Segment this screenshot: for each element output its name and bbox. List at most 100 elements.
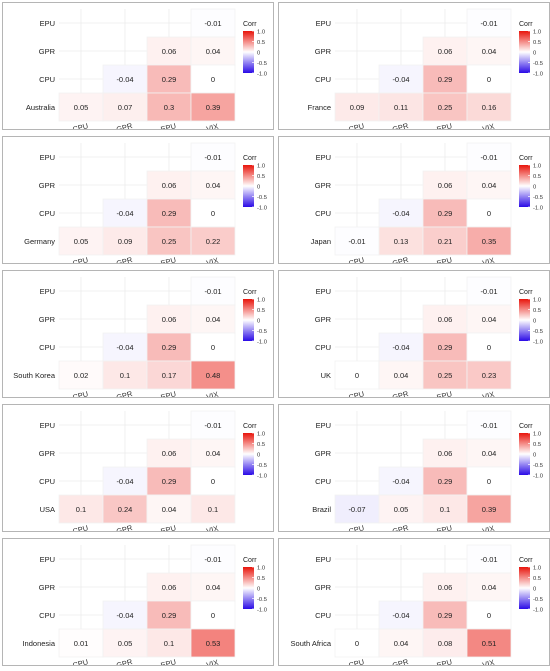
- cell-value-label: 0.29: [162, 343, 177, 352]
- heatmap-cell-gpr-epu: [146, 572, 192, 602]
- heatmap-cell-cpu-epu: [422, 466, 468, 496]
- cell-value-label: 0: [487, 209, 491, 218]
- cell-value-label: 0.23: [482, 371, 497, 380]
- legend-colorbar: [519, 299, 530, 341]
- column-label-vix: VIX: [481, 390, 495, 398]
- legend-tick-label: -0.5: [533, 195, 543, 201]
- column-label-cpu: CPU: [72, 389, 90, 398]
- row-label-gpr: GPR: [315, 449, 332, 458]
- cell-value-label: 0.21: [438, 237, 453, 246]
- heatmap-cell-uk-gpr: [378, 360, 424, 390]
- heatmap-cell-south-africa-epu: [422, 628, 468, 658]
- column-label-epu: EPU: [436, 523, 453, 532]
- heatmap-cell-cpu-gpr: [378, 332, 424, 362]
- cell-value-label: 0: [211, 477, 215, 486]
- legend-tick-label: 0: [257, 586, 260, 592]
- legend-tick-label: -1.0: [257, 71, 267, 77]
- column-label-gpr: GPR: [391, 255, 410, 264]
- cell-value-label: 0.1: [208, 505, 218, 514]
- legend-tick-label: 0: [533, 452, 536, 458]
- column-label-epu: EPU: [436, 255, 453, 264]
- cell-value-label: -0.01: [204, 555, 221, 564]
- column-label-cpu: CPU: [72, 523, 90, 532]
- cell-value-label: 0.39: [206, 103, 221, 112]
- legend-title: Corr: [243, 289, 257, 296]
- legend-title: Corr: [519, 21, 533, 28]
- row-label-cpu: CPU: [315, 75, 331, 84]
- heatmap-cell-brazil-cpu: [334, 494, 380, 524]
- legend-tick-label: 1.0: [257, 431, 265, 437]
- cell-value-label: 0: [211, 611, 215, 620]
- column-label-epu: EPU: [436, 389, 453, 398]
- row-label-epu: EPU: [40, 19, 55, 28]
- row-label-cpu: CPU: [315, 611, 331, 620]
- cell-value-label: -0.01: [480, 19, 497, 28]
- heatmap-cell-cpu-vix: [466, 332, 512, 362]
- legend-tick-label: 1.0: [533, 163, 541, 169]
- heatmap-panel-south-africa: -0.01 0.06 0.04 -0.04 0.29 0 0 0.04 0.08 0.51 EPU G…: [278, 538, 550, 666]
- cell-value-label: 0.25: [438, 103, 453, 112]
- column-label-vix: VIX: [205, 390, 219, 398]
- heatmap-cell-epu-vix: [466, 544, 512, 574]
- cell-value-label: 0.29: [438, 477, 453, 486]
- heatmap-cell-cpu-gpr: [378, 466, 424, 496]
- heatmap-cell-australia-cpu: [58, 92, 104, 122]
- heatmap-panel-indonesia: -0.01 0.06 0.04 -0.04 0.29 0 0.01 0.05 0.1 0.53 EP…: [2, 538, 274, 666]
- cell-value-label: 0.04: [482, 47, 497, 56]
- cell-value-label: -0.01: [480, 421, 497, 430]
- legend-tick-label: 1.0: [257, 297, 265, 303]
- legend-tick-label: 0: [257, 452, 260, 458]
- heatmap-cell-uk-vix: [466, 360, 512, 390]
- heatmap-cell-gpr-epu: [422, 438, 468, 468]
- legend-title: Corr: [519, 155, 533, 162]
- heatmap-cell-cpu-gpr: [378, 600, 424, 630]
- cell-value-label: 0.13: [394, 237, 409, 246]
- legend-tick-label: 0.5: [533, 40, 541, 46]
- cell-value-label: 0.06: [438, 315, 453, 324]
- heatmap-cell-gpr-vix: [466, 438, 512, 468]
- cell-value-label: 0.06: [438, 583, 453, 592]
- column-label-vix: VIX: [481, 256, 495, 264]
- row-label-country: USA: [40, 505, 55, 514]
- heatmap-cell-epu-vix: [190, 276, 236, 306]
- heatmap-cell-cpu-vix: [190, 64, 236, 94]
- cell-value-label: -0.04: [116, 611, 133, 620]
- column-label-vix: VIX: [481, 658, 495, 666]
- row-label-country: Germany: [24, 237, 55, 246]
- heatmap-svg-south-africa: -0.01 0.06 0.04 -0.04 0.29 0 0 0.04 0.08 0.51 EPU G…: [291, 544, 543, 666]
- row-label-gpr: GPR: [39, 315, 56, 324]
- cell-value-label: -0.04: [392, 75, 409, 84]
- column-label-gpr: GPR: [115, 523, 134, 532]
- heatmap-cell-cpu-gpr: [378, 64, 424, 94]
- cell-value-label: -0.04: [392, 611, 409, 620]
- heatmap-cell-indonesia-cpu: [58, 628, 104, 658]
- legend-colorbar: [519, 433, 530, 475]
- legend-tick-label: -1.0: [257, 473, 267, 479]
- row-label-gpr: GPR: [315, 181, 332, 190]
- legend-tick-label: 0.5: [533, 442, 541, 448]
- row-label-cpu: CPU: [39, 75, 55, 84]
- cell-value-label: 0.39: [482, 505, 497, 514]
- cell-value-label: 0.1: [120, 371, 130, 380]
- heatmap-svg-france: -0.01 0.06 0.04 -0.04 0.29 0 0.09 0.11 0.25 0.16 E…: [308, 8, 543, 129]
- cell-value-label: 0.35: [482, 237, 497, 246]
- legend-tick-label: -0.5: [533, 61, 543, 67]
- heatmap-cell-cpu-vix: [190, 600, 236, 630]
- legend-tick-label: -1.0: [533, 205, 543, 211]
- heatmap-panel-japan: -0.01 0.06 0.04 -0.04 0.29 0 -0.01 0.13 0.21 0.35…: [278, 136, 550, 264]
- cell-value-label: 0.29: [162, 477, 177, 486]
- legend-tick-label: 0.5: [533, 308, 541, 314]
- column-label-cpu: CPU: [72, 657, 90, 666]
- heatmap-cell-cpu-epu: [422, 600, 468, 630]
- cell-value-label: 0.05: [394, 505, 409, 514]
- cell-value-label: -0.04: [392, 209, 409, 218]
- legend-tick-label: 0: [257, 318, 260, 324]
- cell-value-label: 0.1: [440, 505, 450, 514]
- legend-title: Corr: [243, 423, 257, 430]
- legend-tick-label: -1.0: [533, 473, 543, 479]
- heatmap-cell-epu-vix: [190, 544, 236, 574]
- cell-value-label: -0.01: [204, 287, 221, 296]
- heatmap-cell-epu-vix: [190, 8, 236, 38]
- legend-tick-label: -0.5: [257, 329, 267, 335]
- heatmap-svg-japan: -0.01 0.06 0.04 -0.04 0.29 0 -0.01 0.13 0.21 0.35…: [311, 142, 543, 264]
